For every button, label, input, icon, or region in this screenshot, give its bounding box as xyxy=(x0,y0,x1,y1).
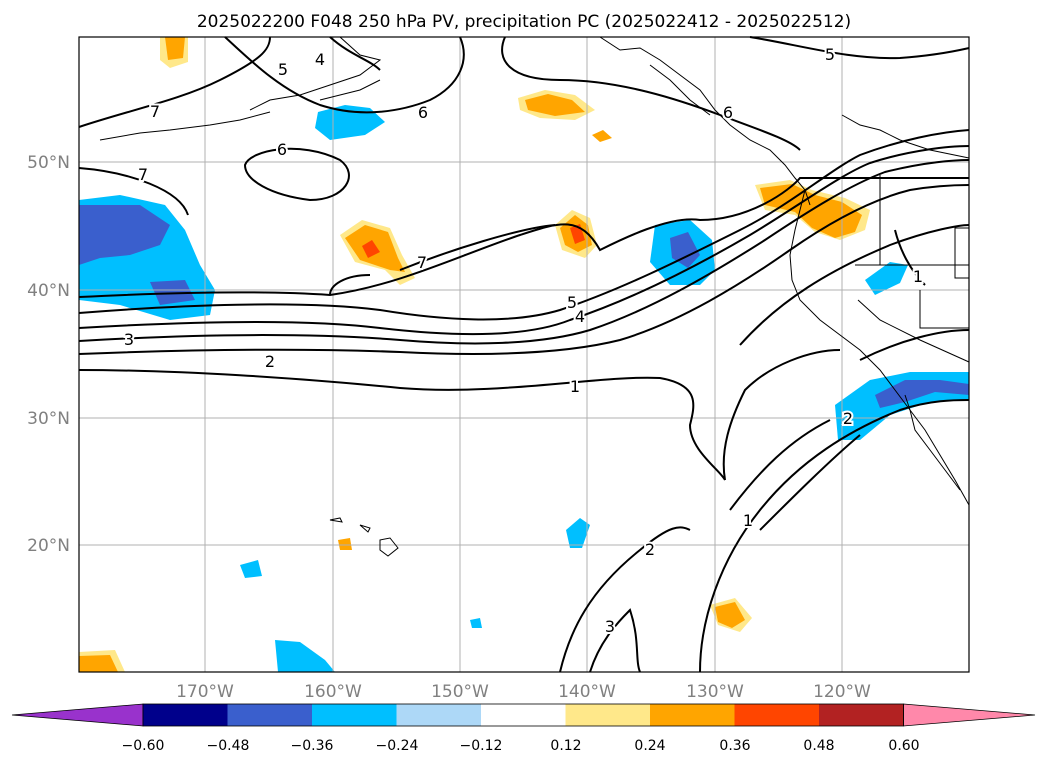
lon-label: 160°W xyxy=(304,682,362,702)
map-panel: 7 7 7 6 6 6 5 5 5 4 4 3 3 2 2 2 1 1 1 xyxy=(78,36,970,673)
longitude-labels: 170°W 160°W 150°W 140°W 130°W 120°W xyxy=(176,682,871,702)
colorbar-swatch xyxy=(227,704,313,726)
pv-contours xyxy=(78,36,970,673)
contour-label: 1 xyxy=(913,267,923,286)
lat-label: 50°N xyxy=(27,153,70,173)
colorbar-swatch xyxy=(396,704,482,726)
contour-label: 3 xyxy=(124,330,134,349)
colorbar-extend-left xyxy=(11,703,144,727)
colorbar-swatch xyxy=(650,704,735,726)
colorbar-extend-right xyxy=(903,703,1036,727)
colorbar-tick-label: 0.24 xyxy=(634,738,665,754)
contour-labels: 7 7 7 6 6 6 5 5 5 4 4 3 3 2 2 2 1 1 1 xyxy=(122,43,925,638)
colorbar-tick-label: −0.12 xyxy=(460,738,503,754)
contour-label: 2 xyxy=(645,540,655,559)
positive-precip-areas xyxy=(79,37,870,672)
contour-label: 4 xyxy=(315,50,325,69)
colorbar-ticks: −0.60 −0.48 −0.36 −0.24 −0.12 0.12 0.24 … xyxy=(122,738,920,754)
contour-label: 7 xyxy=(417,253,427,272)
contour-label: 4 xyxy=(575,307,585,326)
colorbar-swatch xyxy=(565,704,651,726)
contour-label: 5 xyxy=(825,45,835,64)
colorbar-tick-label: 0.60 xyxy=(888,738,919,754)
lat-label: 30°N xyxy=(27,409,70,429)
lon-label: 150°W xyxy=(431,682,489,702)
colorbar-swatch xyxy=(481,704,566,726)
latitude-labels: 50°N 40°N 30°N 20°N xyxy=(27,153,70,556)
contour-label: 5 xyxy=(567,293,577,312)
colorbar-tick-label: −0.24 xyxy=(376,738,419,754)
colorbar-tick-label: −0.60 xyxy=(122,738,165,754)
colorbar-tick-label: 0.48 xyxy=(803,738,834,754)
contour-label: 7 xyxy=(138,165,148,184)
gridlines xyxy=(79,37,969,672)
colorbar-tick-label: 0.12 xyxy=(550,738,581,754)
contour-label: 6 xyxy=(723,103,733,122)
colorbar-swatches xyxy=(11,703,1036,727)
lon-label: 140°W xyxy=(558,682,616,702)
lat-label: 40°N xyxy=(27,281,70,301)
colorbar-frame xyxy=(142,703,904,727)
colorbar: −0.60 −0.48 −0.36 −0.24 −0.12 0.12 0.24 … xyxy=(11,703,1036,754)
lon-label: 130°W xyxy=(686,682,744,702)
contour-label: 6 xyxy=(418,103,428,122)
lon-label: 170°W xyxy=(176,682,234,702)
contour-label: 2 xyxy=(265,352,275,371)
colorbar-tick-label: −0.36 xyxy=(291,738,334,754)
contour-label: 1 xyxy=(743,511,753,530)
colorbar-tick-label: 0.36 xyxy=(719,738,750,754)
contour-label: 6 xyxy=(277,140,287,159)
contour-label: 1 xyxy=(570,377,580,396)
map-title: 2025022200 F048 250 hPa PV, precipitatio… xyxy=(197,12,851,32)
colorbar-swatch xyxy=(734,704,820,726)
contour-label: 7 xyxy=(150,102,160,121)
lat-label: 20°N xyxy=(27,536,70,556)
colorbar-tick-label: −0.48 xyxy=(207,738,250,754)
lon-label: 120°W xyxy=(813,682,871,702)
colorbar-swatch xyxy=(312,704,397,726)
contour-label: 2 xyxy=(843,409,853,428)
colorbar-swatch xyxy=(819,704,904,726)
contour-label: 5 xyxy=(278,60,288,79)
colorbar-swatch xyxy=(143,704,228,726)
contour-label: 3 xyxy=(605,617,615,636)
